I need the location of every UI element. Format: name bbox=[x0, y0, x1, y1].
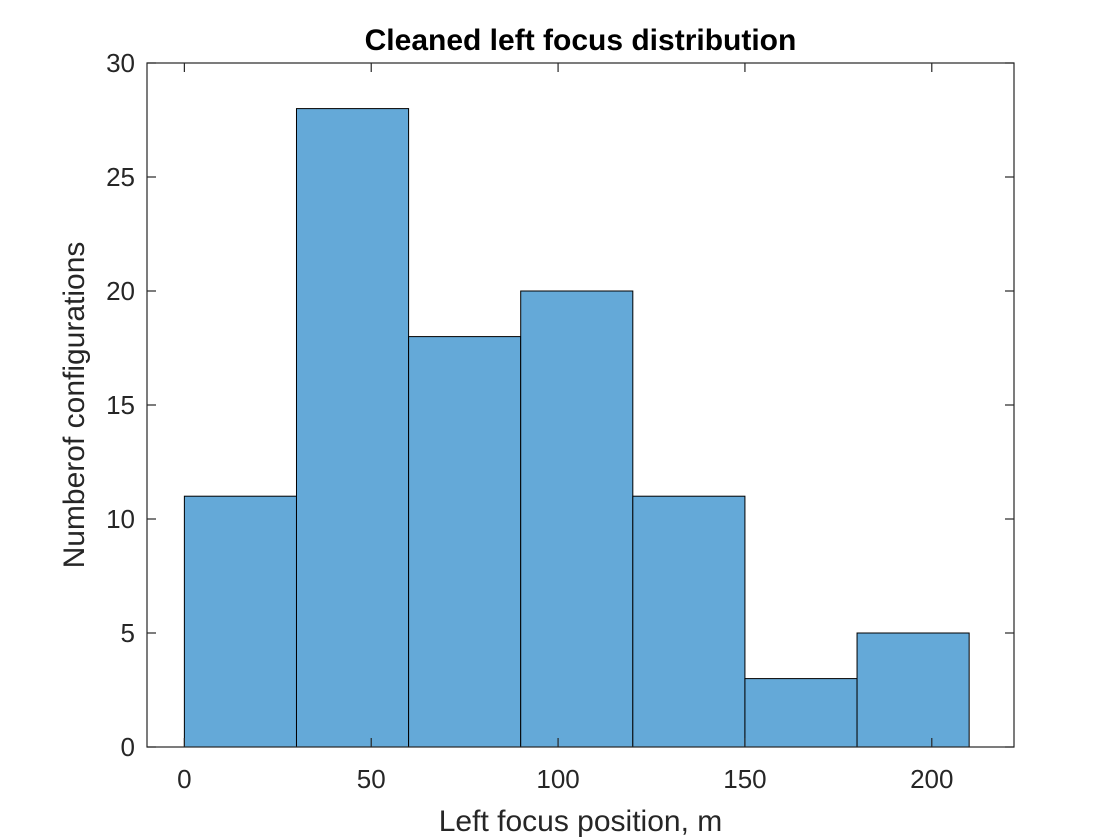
x-axis-title: Left focus position, m bbox=[439, 805, 722, 838]
y-tick-label: 5 bbox=[121, 618, 135, 648]
x-tick-label: 200 bbox=[910, 764, 953, 794]
histogram-bar bbox=[295, 108, 410, 748]
y-tick-label: 20 bbox=[106, 276, 135, 306]
x-tick-label: 0 bbox=[177, 764, 191, 794]
histogram-bar bbox=[520, 290, 634, 748]
x-tick-label: 50 bbox=[357, 764, 386, 794]
y-tick-label: 10 bbox=[106, 504, 135, 534]
y-tick-label: 15 bbox=[106, 390, 135, 420]
histogram-bar bbox=[183, 495, 297, 748]
chart-title: Cleaned left focus distribution bbox=[365, 24, 797, 57]
histogram-bar bbox=[744, 678, 858, 748]
x-tick-label: 150 bbox=[723, 764, 766, 794]
y-axis-title: Numberof configurations bbox=[58, 242, 91, 569]
y-tick-label: 30 bbox=[106, 48, 135, 78]
y-tick-label: 0 bbox=[121, 732, 135, 762]
histogram-bar bbox=[632, 495, 746, 748]
histogram-bar bbox=[408, 336, 522, 748]
ticks-layer: 0 50 100 150 200 0 5 10 15 20 25 30 bbox=[106, 48, 1014, 794]
y-tick-label: 25 bbox=[106, 162, 135, 192]
bars-layer bbox=[183, 108, 970, 748]
x-tick-label: 100 bbox=[536, 764, 579, 794]
histogram-bar bbox=[856, 632, 970, 748]
